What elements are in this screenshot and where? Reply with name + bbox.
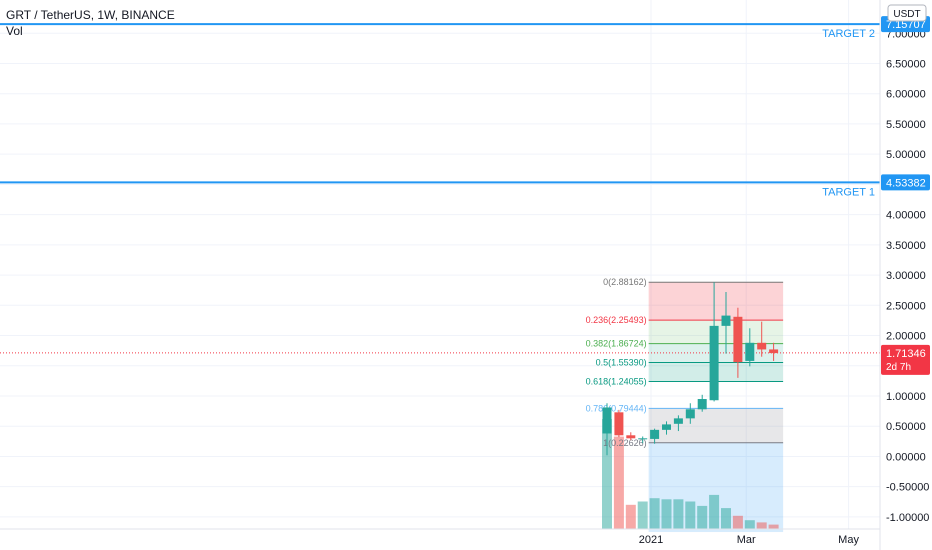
volume-bar <box>602 419 612 529</box>
candle-body <box>602 407 612 434</box>
fib-zone <box>648 408 784 443</box>
volume-bar <box>637 501 648 529</box>
candle-body <box>697 399 707 410</box>
y-tick-label: 5.50000 <box>886 119 926 131</box>
target-price-badge-text: 7.15707 <box>886 19 926 31</box>
volume-bar <box>649 498 660 529</box>
last-price-badge <box>881 344 930 375</box>
volume-bar <box>625 504 636 529</box>
volume-bar <box>661 499 672 529</box>
y-tick-label: 2.50000 <box>886 300 926 312</box>
candle-body <box>721 315 731 326</box>
y-tick-label: 6.50000 <box>886 58 926 70</box>
currency-badge <box>887 4 927 22</box>
y-tick-label: 5.00000 <box>886 149 926 161</box>
candle-body <box>769 349 779 354</box>
fib-level-label: 0.5(1.55390) <box>596 358 647 368</box>
candle-body <box>650 429 660 439</box>
fib-level-label: 0.382(1.86724) <box>586 339 647 349</box>
candle-body <box>662 424 671 430</box>
volume-bar <box>685 501 696 529</box>
y-tick-label: -0.50000 <box>886 482 929 494</box>
x-tick-label: Mar <box>737 534 756 546</box>
target-line-label: TARGET 1 <box>822 186 875 198</box>
x-tick-label: 2021 <box>639 534 663 546</box>
y-tick-label: 6.00000 <box>886 89 926 101</box>
y-tick-label: 4.00000 <box>886 210 926 222</box>
x-tick-label: May <box>838 534 859 546</box>
y-tick-label: 2.00000 <box>886 331 926 343</box>
candle-body <box>638 438 648 440</box>
fib-level-label: 0.236(2.25493) <box>586 315 647 325</box>
volume-bar <box>697 505 708 529</box>
volume-bar <box>732 515 743 529</box>
fib-level-label: 1(0.22626) <box>603 438 647 448</box>
y-tick-label: 3.00000 <box>886 270 926 282</box>
currency-badge-text: USDT <box>893 9 920 20</box>
volume-bar <box>721 508 731 529</box>
candle-body <box>685 409 695 419</box>
fib-level-label: 0.618(1.24055) <box>586 376 647 386</box>
volume-bar <box>756 522 767 529</box>
volume-bar <box>709 494 720 529</box>
volume-bar <box>613 436 624 529</box>
volume-bar <box>744 520 755 529</box>
candle-body <box>626 435 636 439</box>
volume-label: Vol <box>6 24 23 38</box>
y-tick-label: 0.50000 <box>886 421 926 433</box>
candle-body <box>673 418 683 424</box>
target-price-badge-text: 4.53382 <box>886 177 926 189</box>
y-tick-label: 1.00000 <box>886 391 926 403</box>
fib-zone <box>648 282 784 321</box>
candle-body <box>709 325 719 401</box>
volume-bar <box>673 499 684 529</box>
candle-body <box>614 412 624 436</box>
volume-bar <box>768 524 779 529</box>
candle-body <box>745 342 755 361</box>
y-tick-label: 0.00000 <box>886 451 926 463</box>
candle-body <box>757 342 767 350</box>
target-line-label: TARGET 2 <box>822 28 875 40</box>
candle-body <box>733 316 743 363</box>
bar-countdown-text: 2d 7h <box>886 362 911 373</box>
fib-level-label: 0.786(0.79444) <box>586 403 647 413</box>
y-tick-label: 3.50000 <box>886 240 926 252</box>
y-tick-label: -1.00000 <box>886 512 929 524</box>
fib-level-label: 0(2.88162) <box>603 277 647 287</box>
symbol-title: GRT / TetherUS, 1W, BINANCE <box>6 8 175 22</box>
last-price-badge-text: 1.71346 <box>886 348 926 360</box>
target-price-badge <box>881 174 930 191</box>
